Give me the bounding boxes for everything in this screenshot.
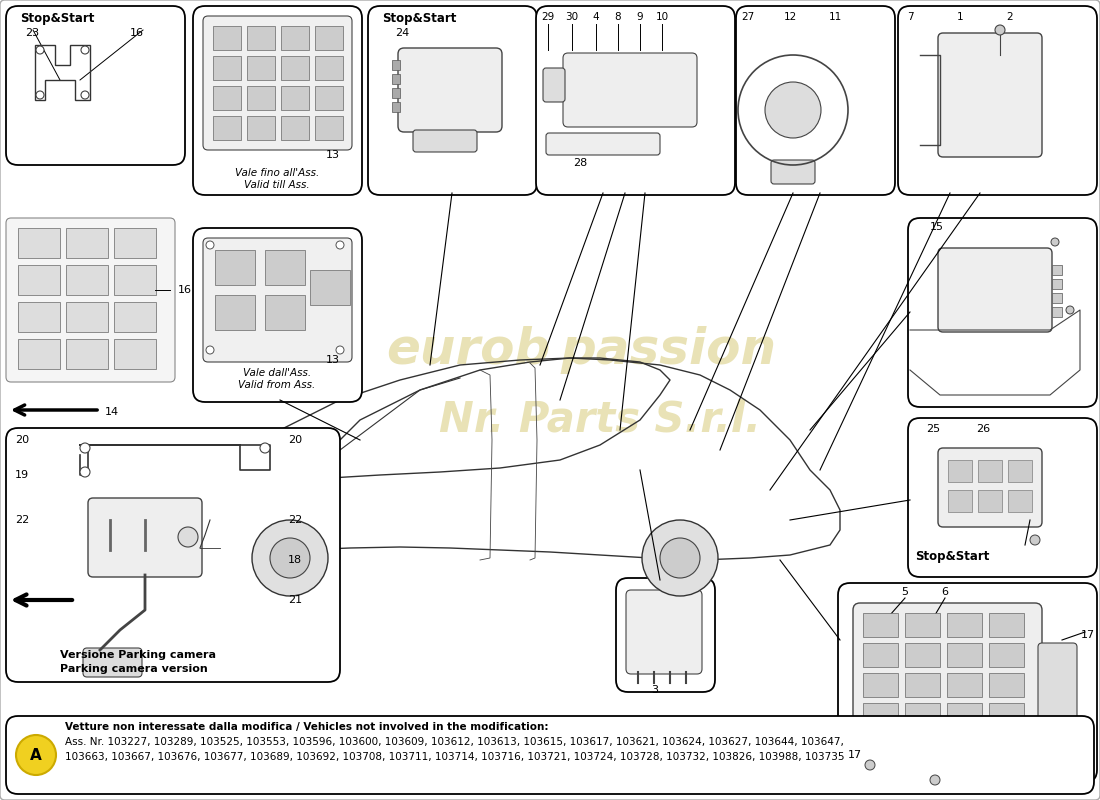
Circle shape (36, 91, 44, 99)
Circle shape (996, 25, 1005, 35)
Text: Stop&Start: Stop&Start (20, 12, 95, 25)
Circle shape (336, 346, 344, 354)
Bar (905, 733, 940, 757)
Text: eurob: eurob (386, 326, 550, 374)
Bar (905, 643, 940, 667)
FancyBboxPatch shape (368, 6, 537, 195)
Text: 4: 4 (593, 12, 600, 22)
FancyBboxPatch shape (938, 448, 1042, 527)
Text: Valid till Ass.: Valid till Ass. (244, 180, 310, 190)
Bar (18, 302, 60, 332)
Text: Vetture non interessate dalla modifica / Vehicles not involved in the modificati: Vetture non interessate dalla modifica /… (65, 722, 549, 732)
Circle shape (930, 775, 940, 785)
Text: 29: 29 (541, 12, 554, 22)
Bar (905, 613, 940, 637)
Text: 30: 30 (565, 12, 579, 22)
Circle shape (252, 520, 328, 596)
FancyBboxPatch shape (204, 16, 352, 150)
Circle shape (1066, 306, 1074, 314)
Circle shape (16, 735, 56, 775)
Bar (1052, 279, 1062, 289)
Bar (392, 74, 400, 84)
Text: 14: 14 (104, 407, 119, 417)
Bar (948, 490, 972, 512)
Text: 1: 1 (957, 12, 964, 22)
FancyBboxPatch shape (6, 428, 340, 682)
Bar (280, 86, 309, 110)
Bar (18, 228, 60, 258)
Bar (265, 250, 305, 285)
Bar (214, 250, 255, 285)
Text: Nr. Parts S.r.l.: Nr. Parts S.r.l. (439, 399, 761, 441)
FancyBboxPatch shape (938, 248, 1052, 332)
Text: 11: 11 (828, 12, 842, 22)
Bar (1052, 265, 1062, 275)
Bar (18, 265, 60, 295)
Text: 12: 12 (783, 12, 796, 22)
Bar (248, 56, 275, 80)
Bar (1052, 293, 1062, 303)
Bar (114, 265, 156, 295)
Text: 22: 22 (288, 515, 302, 525)
Bar (66, 302, 108, 332)
Bar (315, 56, 343, 80)
FancyBboxPatch shape (616, 578, 715, 692)
Bar (248, 86, 275, 110)
FancyBboxPatch shape (546, 133, 660, 155)
Text: 9: 9 (637, 12, 644, 22)
FancyBboxPatch shape (908, 218, 1097, 407)
Bar (213, 56, 241, 80)
Text: Vale dall'Ass.: Vale dall'Ass. (243, 368, 311, 378)
FancyBboxPatch shape (536, 6, 735, 195)
FancyBboxPatch shape (204, 238, 352, 362)
Text: 13: 13 (326, 355, 340, 365)
FancyBboxPatch shape (412, 130, 477, 152)
FancyBboxPatch shape (88, 498, 202, 577)
Bar (280, 56, 309, 80)
Bar (989, 673, 1024, 697)
Bar (947, 643, 982, 667)
FancyBboxPatch shape (398, 48, 502, 132)
Bar (864, 673, 898, 697)
Bar (948, 460, 972, 482)
Text: 23: 23 (25, 28, 40, 38)
Text: 18: 18 (288, 555, 302, 565)
Circle shape (1050, 238, 1059, 246)
FancyBboxPatch shape (6, 6, 185, 165)
Bar (1008, 490, 1032, 512)
FancyBboxPatch shape (908, 418, 1097, 577)
Bar (114, 228, 156, 258)
Circle shape (270, 538, 310, 578)
Text: 20: 20 (15, 435, 29, 445)
Bar (392, 102, 400, 112)
Bar (989, 643, 1024, 667)
Text: 20: 20 (288, 435, 302, 445)
Text: 7: 7 (906, 12, 913, 22)
Bar (280, 116, 309, 140)
FancyBboxPatch shape (563, 53, 697, 127)
Text: Ass. Nr. 103227, 103289, 103525, 103553, 103596, 103600, 103609, 103612, 103613,: Ass. Nr. 103227, 103289, 103525, 103553,… (65, 737, 844, 747)
Text: 5: 5 (902, 587, 909, 597)
Circle shape (80, 443, 90, 453)
FancyBboxPatch shape (771, 160, 815, 184)
Bar (248, 26, 275, 50)
Bar (978, 490, 1002, 512)
Text: 19: 19 (15, 470, 29, 480)
Bar (978, 460, 1002, 482)
Circle shape (642, 520, 718, 596)
Bar (248, 116, 275, 140)
Text: 10: 10 (656, 12, 669, 22)
Text: A: A (30, 747, 42, 762)
Text: 24: 24 (395, 28, 409, 38)
Bar (947, 673, 982, 697)
Text: Versione Parking camera: Versione Parking camera (60, 650, 216, 660)
Bar (213, 86, 241, 110)
Circle shape (336, 241, 344, 249)
Bar (864, 733, 898, 757)
Bar (214, 295, 255, 330)
FancyBboxPatch shape (938, 33, 1042, 157)
Text: Stop&Start: Stop&Start (382, 12, 456, 25)
Text: 28: 28 (573, 158, 587, 168)
Bar (114, 302, 156, 332)
